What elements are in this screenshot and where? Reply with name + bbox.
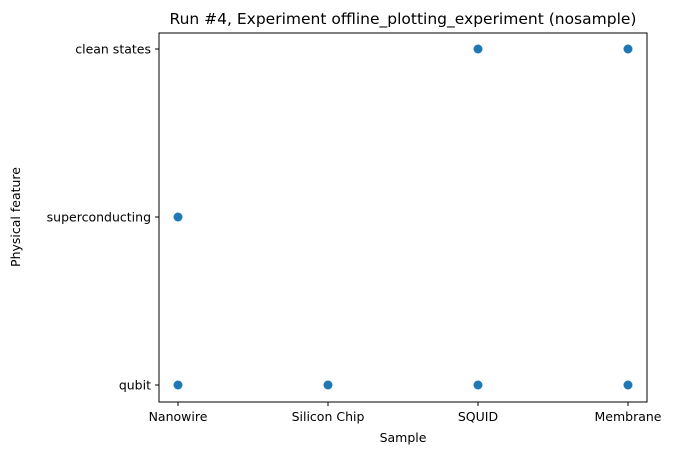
x-tick-label: Silicon Chip xyxy=(292,409,365,424)
scatter-point xyxy=(623,44,633,54)
y-tick-label: superconducting xyxy=(47,210,151,225)
y-tick-label: clean states xyxy=(75,42,151,57)
scatter-point xyxy=(323,380,333,390)
chart-title: Run #4, Experiment offline_plotting_expe… xyxy=(170,10,637,29)
plot-area xyxy=(158,32,648,403)
x-tick-label: SQUID xyxy=(458,409,498,424)
x-tick-label: Membrane xyxy=(595,409,662,424)
y-axis-label: Physical feature xyxy=(8,167,23,267)
y-axis-ticks: qubit superconducting clean states xyxy=(47,42,159,393)
scatter-point xyxy=(473,380,483,390)
x-axis-ticks: Nanowire Silicon Chip SQUID Membrane xyxy=(149,402,662,424)
scatter-point xyxy=(173,212,183,222)
scatter-point xyxy=(623,380,633,390)
x-axis-label: Sample xyxy=(380,430,427,445)
data-points xyxy=(173,44,633,390)
scatter-point xyxy=(173,380,183,390)
scatter-point xyxy=(473,44,483,54)
x-tick-label: Nanowire xyxy=(149,409,208,424)
y-tick-label: qubit xyxy=(119,378,151,393)
